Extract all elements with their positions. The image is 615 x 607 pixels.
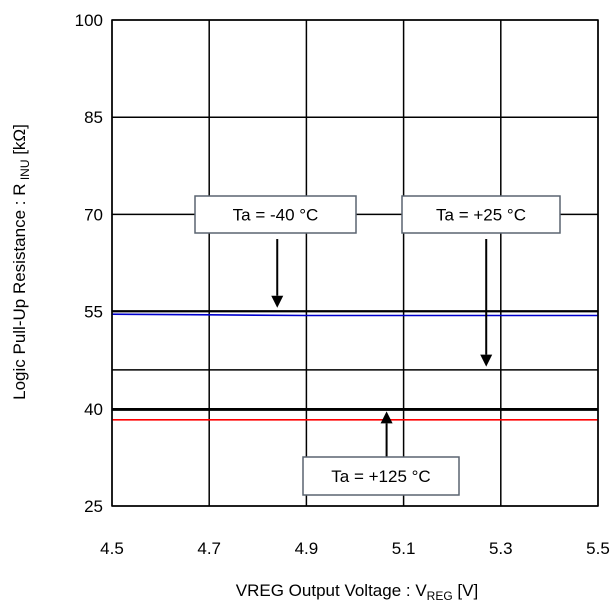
y-tick-labels: 25 40 55 70 85 100 [75,11,103,516]
y-tick-label-3: 70 [84,205,103,224]
annotation-box-1 [401,195,561,234]
series-line-1 [111,313,598,317]
x-axis-title: VREG Output Voltage : VREG [V] [236,581,478,603]
x-axis-title-main: VREG Output Voltage : V [236,581,428,600]
annotation-label-2: Ta = +125 °C [331,467,430,486]
annotations: Ta = -40 °C Ta = +25 °C Ta = +125 °C [194,195,561,496]
y-tick-label-0: 25 [84,497,103,516]
annotation-box-2 [302,456,460,496]
x-tick-label-3: 5.1 [392,539,416,558]
plot-frame [111,19,599,507]
annotation-arrow-head-0 [271,295,284,308]
y-axis-title-main: Logic Pull-Up Resistance : R [10,184,29,400]
x-tick-label-0: 4.5 [100,539,124,558]
y-tick-label-4: 85 [84,108,103,127]
x-axis-title-unit: [V] [453,581,479,600]
x-tick-label-4: 5.3 [489,539,513,558]
x-tick-labels: 4.5 4.7 4.9 5.1 5.3 5.5 [100,539,610,558]
series-lines [111,310,598,421]
annotation-label-1: Ta = +25 °C [436,206,526,225]
annotation-box-0 [194,195,357,234]
y-axis-title-sub: INU [18,160,32,184]
y-axis-title-unit: [kΩ] [10,124,29,159]
y-tick-label-1: 40 [84,400,103,419]
y-axis-title: Logic Pull-Up Resistance : R INU [kΩ] [10,124,32,400]
x-tick-label-5: 5.5 [586,539,610,558]
x-tick-label-2: 4.9 [295,539,319,558]
y-tick-label-2: 55 [84,303,103,322]
annotation-arrow-head-2 [380,411,393,424]
y-tick-label-5: 100 [75,11,103,30]
x-tick-label-1: 4.7 [197,539,221,558]
extra-lines [112,369,598,411]
x-axis-title-sub: REG [427,589,453,603]
annotation-label-0: Ta = -40 °C [233,206,319,225]
annotation-arrow-head-1 [480,354,493,367]
